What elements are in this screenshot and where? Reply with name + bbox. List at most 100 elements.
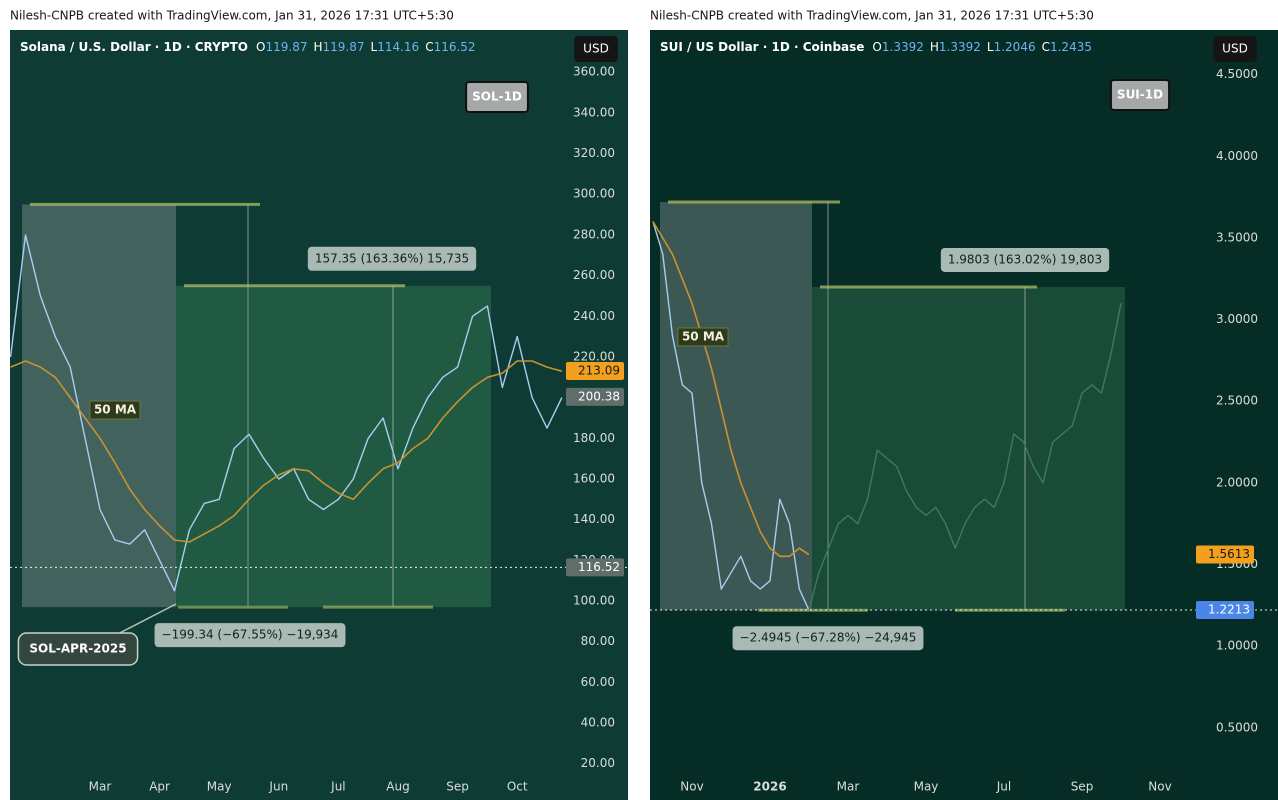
x-tick-label: 2026: [753, 780, 786, 794]
chart-badge-box: [1109, 79, 1171, 111]
ohlc-label: L: [371, 40, 378, 54]
y-tick-label: 180.00: [573, 431, 615, 445]
legend-symbol: SUI / US Dollar · 1D · Coinbase: [660, 40, 864, 54]
measure-label: 1.9803 (163.02%) 19,803: [948, 252, 1102, 266]
y-tick-label: 320.00: [573, 146, 615, 160]
ohlc-value: 114.16: [377, 40, 419, 54]
measure-range: [812, 286, 1125, 611]
y-tick-label: 60.00: [581, 675, 615, 689]
ohlc-label: C: [425, 40, 433, 54]
moving-average: [10, 360, 563, 543]
y-tick-label: 220.00: [573, 349, 615, 363]
measure-label-box: [154, 623, 346, 648]
ohlc-label: L: [987, 40, 994, 54]
price-line: [808, 303, 1122, 611]
legend: SUI / US Dollar · 1D · Coinbase O1.3392 H1…: [660, 40, 1092, 54]
x-tick-label: May: [207, 780, 232, 794]
y-tick-label: 340.00: [573, 105, 615, 119]
y-tick-label: 260.00: [573, 268, 615, 282]
ohlc-value: 1.2435: [1050, 40, 1092, 54]
y-tick-label: 0.5000: [1216, 720, 1258, 734]
currency-box: [574, 36, 618, 62]
chart-badge: SOL-1D: [472, 90, 522, 104]
ohlc-value: 119.87: [323, 40, 365, 54]
ohlc-label: O: [256, 40, 265, 54]
y-tick-label: 2.5000: [1216, 394, 1258, 408]
y-tick-label: 3.0000: [1216, 312, 1258, 326]
ohlc-value: 1.2046: [994, 40, 1036, 54]
price-line: [652, 221, 810, 611]
price-tag-box: [566, 387, 624, 406]
x-tick-label: Oct: [507, 780, 528, 794]
price-tag: 116.52: [578, 560, 620, 574]
y-tick-label: 4.5000: [1216, 67, 1258, 81]
ma-label: 50 MA: [94, 403, 137, 417]
price-tag: 200.38: [578, 389, 620, 403]
ma-label: 50 MA: [682, 330, 725, 344]
y-tick-label: 100.00: [573, 594, 615, 608]
ma-label-box: [677, 327, 729, 347]
price-tag-box: [566, 558, 624, 577]
x-tick-label: Mar: [837, 780, 860, 794]
currency-box: [1213, 36, 1257, 62]
note-box: [17, 632, 139, 666]
header: Nilesh-CNPB created with TradingView.com…: [10, 9, 454, 23]
price-tag: 1.5613: [1208, 547, 1250, 561]
ohlc-label: C: [1042, 40, 1050, 54]
x-tick-label: Jul: [996, 780, 1011, 794]
y-tick-label: 140.00: [573, 512, 615, 526]
chart-badge: SUI-1D: [1117, 88, 1163, 102]
x-tick-label: Jul: [330, 780, 345, 794]
ohlc-value: 1.3392: [882, 40, 924, 54]
ma-label-box: [89, 400, 141, 420]
measure-label: −199.34 (−67.55%) −19,934: [162, 628, 339, 642]
measure-range: [660, 202, 812, 611]
y-tick-label: 20.00: [581, 756, 615, 770]
legend-symbol: Solana / U.S. Dollar · 1D · CRYPTO: [20, 40, 248, 54]
measure-label: 157.35 (163.36%) 15,735: [315, 251, 469, 265]
ohlc-value: 119.87: [265, 40, 307, 54]
x-tick-label: Nov: [680, 780, 703, 794]
price-tag: 1.2213: [1208, 602, 1250, 616]
chart-badge-box: [465, 81, 529, 113]
ohlc-label: H: [930, 40, 939, 54]
x-tick-label: Sep: [446, 780, 469, 794]
ohlc-label: O: [872, 40, 881, 54]
y-tick-label: 280.00: [573, 227, 615, 241]
y-tick-label: 360.00: [573, 65, 615, 79]
measure-label-box: [940, 247, 1110, 272]
price-tag-box: [1196, 600, 1254, 619]
measure-range: [176, 285, 491, 608]
ohlc-value: 1.3392: [939, 40, 981, 54]
x-tick-label: Jun: [268, 780, 288, 794]
y-tick-label: 4.0000: [1216, 149, 1258, 163]
note: SOL-APR-2025: [29, 642, 126, 656]
x-tick-label: Nov: [1148, 780, 1171, 794]
legend: Solana / U.S. Dollar · 1D · CRYPTO O119.8…: [20, 40, 476, 54]
measure-label: −2.4945 (−67.28%) −24,945: [740, 631, 917, 645]
x-tick-label: Apr: [149, 780, 170, 794]
y-tick-label: 2.0000: [1216, 475, 1258, 489]
price-tag-box: [1196, 545, 1254, 564]
x-tick-label: Aug: [386, 780, 409, 794]
ohlc-label: H: [313, 40, 322, 54]
currency: USD: [1222, 42, 1248, 56]
moving-average: [652, 221, 810, 558]
y-tick-label: 80.00: [581, 634, 615, 648]
measure-label-box: [307, 246, 477, 271]
price-tag: 213.09: [578, 364, 620, 378]
y-tick-label: 40.00: [581, 716, 615, 730]
currency: USD: [583, 42, 609, 56]
y-tick-label: 240.00: [573, 309, 615, 323]
y-tick-label: 300.00: [573, 187, 615, 201]
price-line: [9, 234, 563, 592]
y-tick-label: 3.5000: [1216, 230, 1258, 244]
x-tick-label: Sep: [1071, 780, 1094, 794]
y-tick-label: 1.0000: [1216, 639, 1258, 653]
header: Nilesh-CNPB created with TradingView.com…: [650, 9, 1094, 23]
panel-background: [650, 30, 1278, 800]
price-tag-box: [566, 362, 624, 381]
x-tick-label: May: [914, 780, 939, 794]
measure-label-box: [732, 626, 924, 651]
